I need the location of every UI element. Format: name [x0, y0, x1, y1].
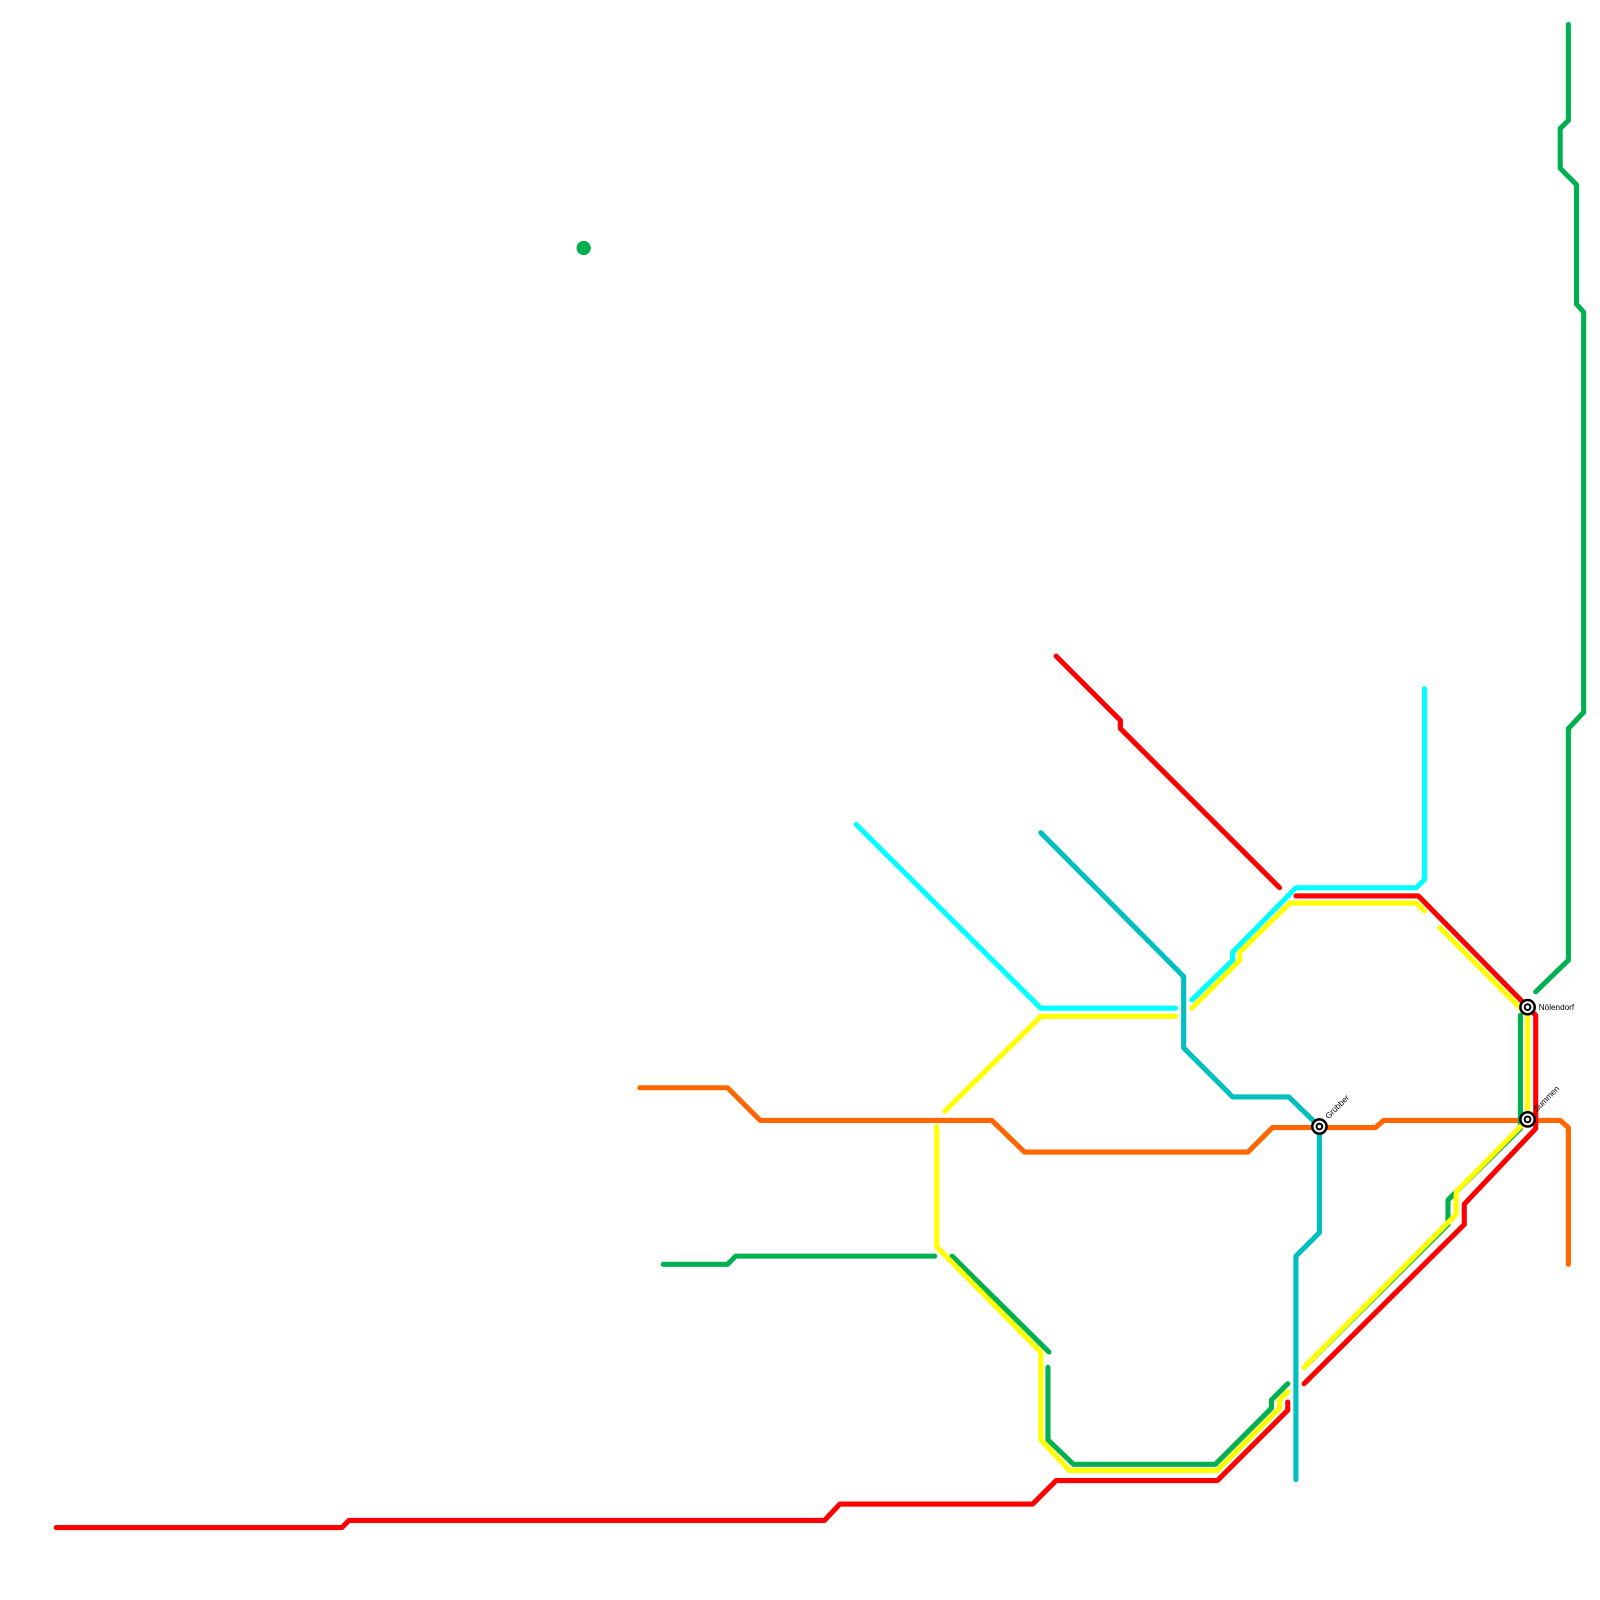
teal-line-segment: [1038, 830, 1322, 1483]
yellow-line-segment: [1189, 900, 1428, 1011]
green-line-segment: [1045, 1364, 1291, 1467]
isolated-green-station-dot: [576, 240, 591, 256]
orange-line-segment: [637, 1085, 1571, 1267]
red-line-segment: [1293, 893, 1539, 1387]
green-line-segment: [949, 1253, 1052, 1355]
green-line-segment: [1301, 1012, 1523, 1370]
yellow-line-segment: [934, 1123, 1291, 1473]
station-inner-ring: [1523, 1115, 1532, 1124]
lines-layer: [53, 21, 1587, 1531]
green-line-segment: [660, 1253, 938, 1267]
cyan-line-segment: [1189, 686, 1428, 1003]
interchange-station-icon: [1519, 1110, 1536, 1128]
cyan-line-segment: [853, 821, 1179, 1011]
station-inner-ring: [1523, 1003, 1532, 1012]
yellow-line-segment: [942, 1013, 1179, 1114]
yellow-line-segment: [1301, 925, 1531, 1370]
station-inner-ring: [1315, 1122, 1324, 1131]
station-label: Grübber: [1324, 1093, 1352, 1121]
red-line-segment: [1053, 653, 1283, 891]
interchange-station-icon: [1519, 998, 1536, 1016]
interchange-station-icon: [1310, 1118, 1328, 1135]
red-line-segment: [53, 1399, 1291, 1531]
station-label: Nölendorf: [1539, 1003, 1575, 1012]
green-line-segment: [1533, 21, 1587, 995]
station-nolendorf[interactable]: Nölendorf: [1519, 998, 1575, 1016]
